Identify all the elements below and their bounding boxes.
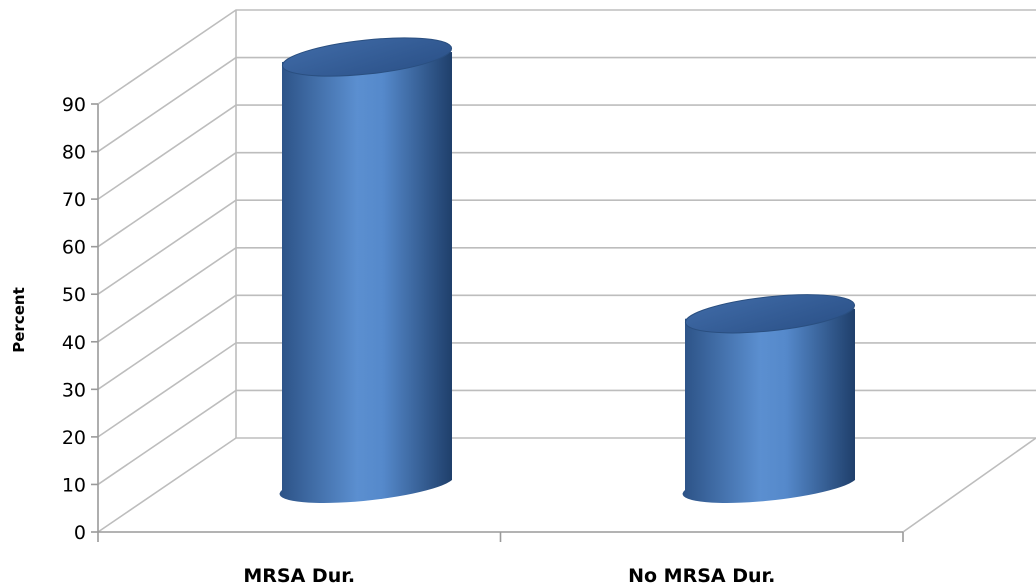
bar-top (281, 37, 453, 77)
x-category-label: MRSA Dur. (243, 565, 355, 587)
x-category-label: No MRSA Dur. (628, 565, 775, 587)
y-tick-label: 0 (74, 522, 86, 544)
floor-edge (902, 437, 1036, 533)
y-tick-label: 50 (62, 284, 86, 306)
y-tick-label: 20 (62, 427, 86, 449)
y-tick-label: 10 (62, 474, 86, 496)
grid (97, 9, 1036, 533)
bar-body (682, 308, 855, 503)
bars (279, 37, 856, 503)
gridline (97, 437, 1036, 533)
labels: Percent 0 10 20 30 40 50 60 70 80 90 MRSA Dur. No M… (10, 94, 775, 587)
bar-body (279, 52, 452, 503)
y-tick-label: 40 (62, 332, 86, 354)
y-axis-title: Percent (10, 287, 28, 352)
axes (91, 103, 904, 542)
y-tick-label: 30 (62, 379, 86, 401)
bar-top (684, 294, 856, 334)
y-tick-label: 70 (62, 189, 86, 211)
y-tick-label: 80 (62, 142, 86, 164)
bar-1 (279, 37, 453, 503)
y-tick-label: 60 (62, 237, 86, 259)
bar-2 (682, 294, 856, 503)
y-tick-label: 90 (62, 94, 86, 116)
